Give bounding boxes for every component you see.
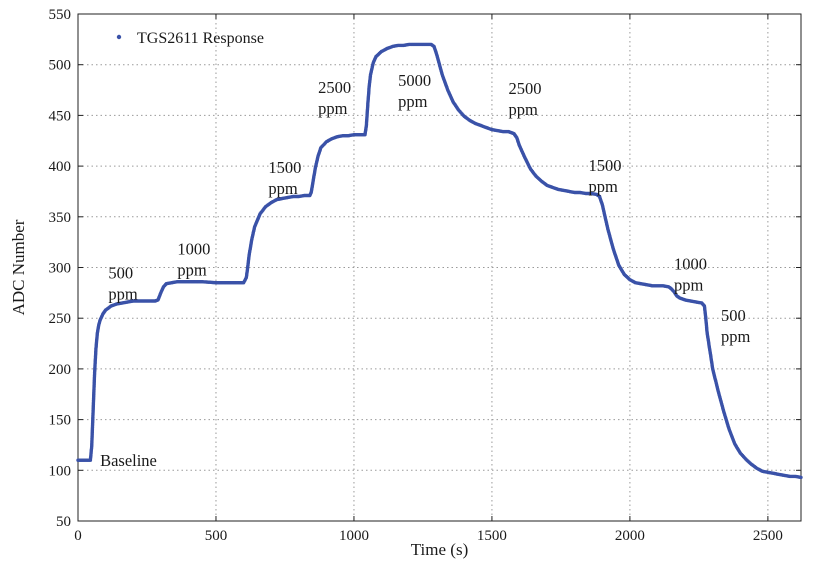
concentration-annotation: 500 ppm [721,306,751,346]
x-tick-label: 2000 [615,528,645,544]
y-tick-label: 500 [49,58,72,74]
concentration-annotation: 5000 ppm [398,71,431,111]
x-axis-label: Time (s) [411,540,468,559]
y-tick-label: 100 [49,463,72,479]
y-tick-label: 350 [49,210,72,226]
annotation-line: ppm [674,276,704,295]
y-tick-label: 150 [49,413,72,429]
legend-series-name: TGS2611 Response [137,30,264,47]
annotation-line: ppm [589,177,619,196]
annotation-line: ppm [177,260,207,279]
x-tick-label: 0 [74,528,82,544]
annotation-line: 2500 [508,79,541,98]
annotation-line: 500 [721,306,746,325]
concentration-annotation: 2500 ppm [318,78,351,118]
data-point [799,475,803,480]
annotation-line: 1000 [674,255,707,274]
concentration-annotation: Baseline [100,451,157,470]
y-tick-label: 400 [49,159,72,175]
concentration-annotation: 500 ppm [108,264,138,304]
x-tick-label: 1500 [477,528,507,544]
annotations: 500 ppm 1000 ppm 1500 ppm 2500 ppm 5000 ppm 2500 pp… [100,71,750,470]
concentration-annotation: 1000 ppm [674,255,707,295]
concentration-annotation: 2500 ppm [508,79,541,119]
y-tick-label: 550 [49,7,72,23]
annotation-line: ppm [318,99,348,118]
x-tick-label: 1000 [339,528,369,544]
annotation-line: ppm [721,327,751,346]
y-tick-label: 450 [49,108,72,124]
axis-ticks: 0 500 1000 1500 2000 2500 50 100 150 200 250 300 350… [49,7,801,544]
annotation-line: 2500 [318,78,351,97]
y-tick-label: 50 [56,514,71,530]
legend-marker [116,34,122,40]
annotation-line: ppm [508,100,537,119]
data-points [76,42,803,480]
concentration-annotation: 1000 ppm [177,239,210,279]
legend: TGS2611 Response [116,30,264,47]
y-tick-label: 200 [49,362,72,378]
x-tick-label: 500 [205,528,228,544]
annotation-line: 1000 [177,239,210,258]
concentration-annotation: 1500 ppm [589,156,622,196]
annotation-line: ppm [108,285,138,304]
y-tick-label: 250 [49,311,72,327]
annotation-line: 5000 [398,71,431,90]
x-tick-label: 2500 [753,528,783,544]
y-axis-label: ADC Number [9,219,28,315]
annotation-line: 500 [108,264,133,283]
concentration-annotation: 1500 ppm [268,158,301,198]
annotation-line: ppm [268,179,298,198]
annotation-line: Baseline [100,451,157,470]
y-tick-label: 300 [49,261,72,277]
annotation-line: ppm [398,92,428,111]
annotation-line: 1500 [268,158,301,177]
annotation-line: 1500 [589,156,622,175]
